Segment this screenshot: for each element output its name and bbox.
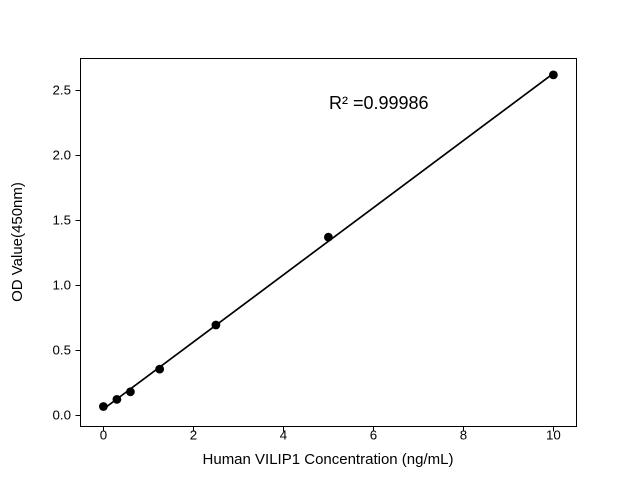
svg-text:0.0: 0.0	[53, 408, 72, 423]
svg-text:0.5: 0.5	[53, 343, 72, 358]
svg-text:R² =0.99986: R² =0.99986	[329, 93, 429, 113]
svg-text:6: 6	[370, 428, 377, 443]
svg-text:1.5: 1.5	[53, 213, 72, 228]
svg-text:2.0: 2.0	[53, 148, 72, 163]
svg-text:1.0: 1.0	[53, 278, 72, 293]
svg-text:4: 4	[280, 428, 287, 443]
svg-text:2: 2	[190, 428, 197, 443]
svg-text:2.5: 2.5	[53, 83, 72, 98]
svg-text:Human VILIP1 Concentration (ng: Human VILIP1 Concentration (ng/mL)	[203, 451, 454, 468]
svg-text:8: 8	[460, 428, 467, 443]
svg-text:10: 10	[546, 428, 561, 443]
svg-text:0: 0	[100, 428, 107, 443]
svg-text:OD Value(450nm): OD Value(450nm)	[9, 182, 26, 302]
